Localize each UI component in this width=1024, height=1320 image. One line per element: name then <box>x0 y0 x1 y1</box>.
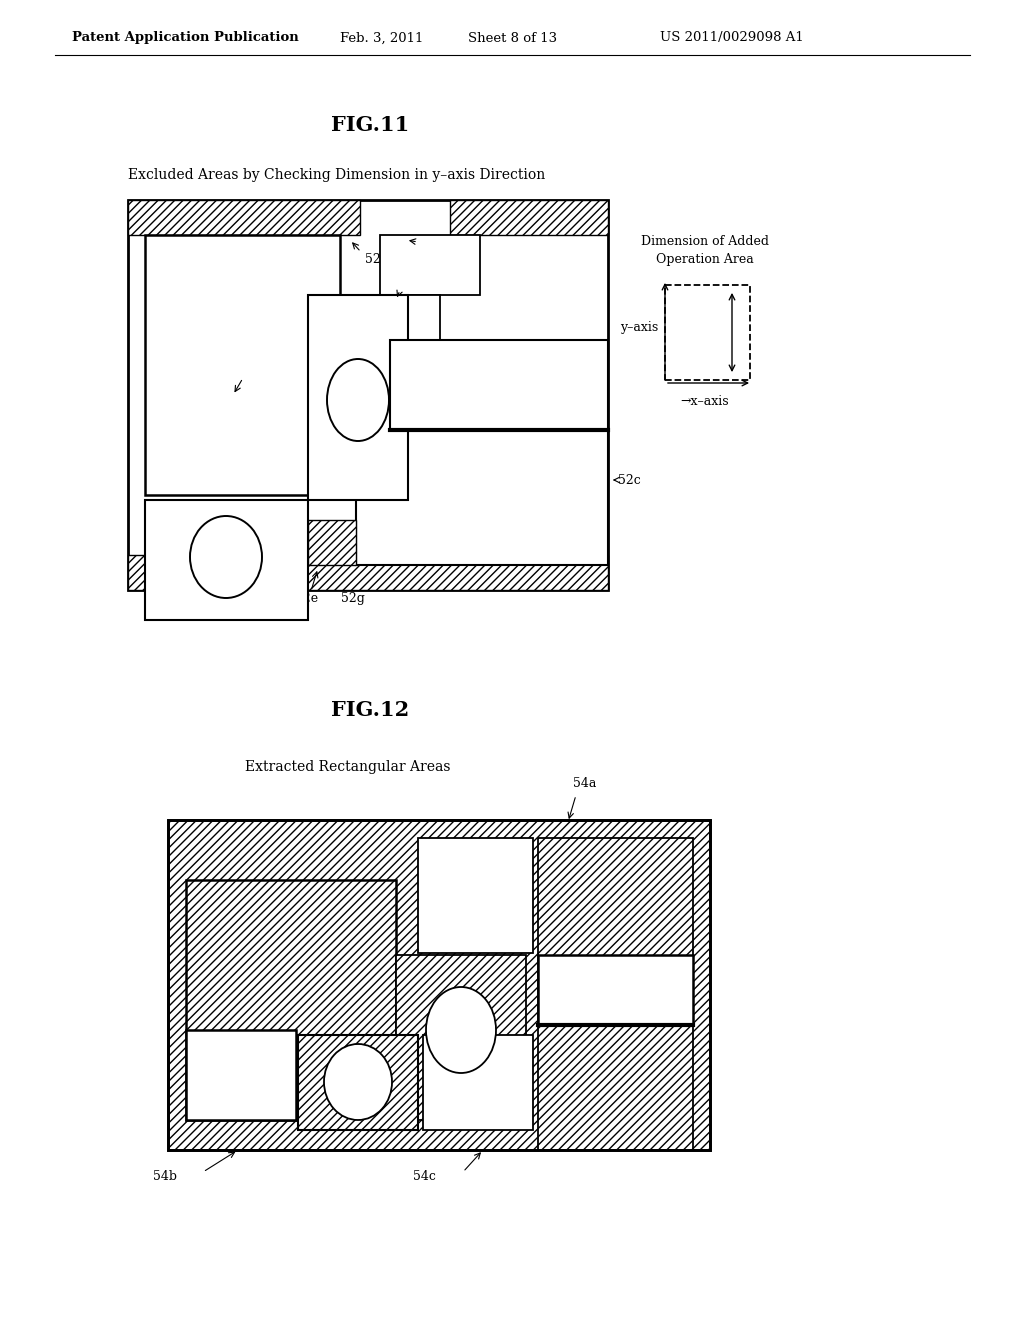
Bar <box>380 235 480 294</box>
Text: 52a: 52a <box>202 334 224 346</box>
Bar <box>390 341 608 430</box>
Bar <box>168 820 710 1150</box>
Bar <box>128 201 608 590</box>
Text: 54c: 54c <box>413 1170 436 1183</box>
Text: b: b <box>702 319 712 334</box>
Text: 52f: 52f <box>386 275 407 288</box>
Bar <box>145 500 308 620</box>
Text: Operation Area: Operation Area <box>656 253 754 267</box>
Bar <box>308 294 408 500</box>
Text: →x–axis: →x–axis <box>680 395 729 408</box>
Text: 54a: 54a <box>573 777 596 789</box>
Text: Extracted Rectangular Areas: Extracted Rectangular Areas <box>245 760 451 774</box>
Text: US 2011/0029098 A1: US 2011/0029098 A1 <box>660 32 804 45</box>
Bar <box>450 201 608 235</box>
Ellipse shape <box>327 359 389 441</box>
Text: 52g: 52g <box>341 591 365 605</box>
Ellipse shape <box>426 987 496 1073</box>
Bar <box>128 201 360 235</box>
Text: Dimension of Added: Dimension of Added <box>641 235 769 248</box>
Bar <box>308 520 356 565</box>
Text: Feb. 3, 2011: Feb. 3, 2011 <box>340 32 423 45</box>
Bar <box>396 954 526 1119</box>
Bar <box>538 838 693 1150</box>
Bar <box>418 838 534 953</box>
Text: Sheet 8 of 13: Sheet 8 of 13 <box>468 32 557 45</box>
Text: 52d: 52d <box>365 253 389 267</box>
Bar <box>665 285 750 380</box>
Bar <box>168 820 710 1150</box>
Bar <box>538 954 693 1026</box>
Bar <box>298 1035 418 1130</box>
Bar <box>356 430 608 565</box>
Text: y–axis: y–axis <box>620 321 658 334</box>
Ellipse shape <box>324 1044 392 1119</box>
Bar <box>423 1035 534 1130</box>
Text: 52e: 52e <box>295 591 318 605</box>
Bar <box>186 1030 296 1119</box>
Text: 52b: 52b <box>393 248 417 261</box>
Text: Excluded Areas by Checking Dimension in y–axis Direction: Excluded Areas by Checking Dimension in … <box>128 168 545 182</box>
Text: 52c: 52c <box>618 474 641 487</box>
Bar <box>128 554 608 590</box>
Bar <box>145 235 340 495</box>
Text: FIG.11: FIG.11 <box>331 115 410 135</box>
Bar <box>186 880 396 1119</box>
Bar <box>360 294 440 341</box>
Ellipse shape <box>190 516 262 598</box>
Text: 54b: 54b <box>153 1170 177 1183</box>
Text: Patent Application Publication: Patent Application Publication <box>72 32 299 45</box>
Text: FIG.12: FIG.12 <box>331 700 410 719</box>
